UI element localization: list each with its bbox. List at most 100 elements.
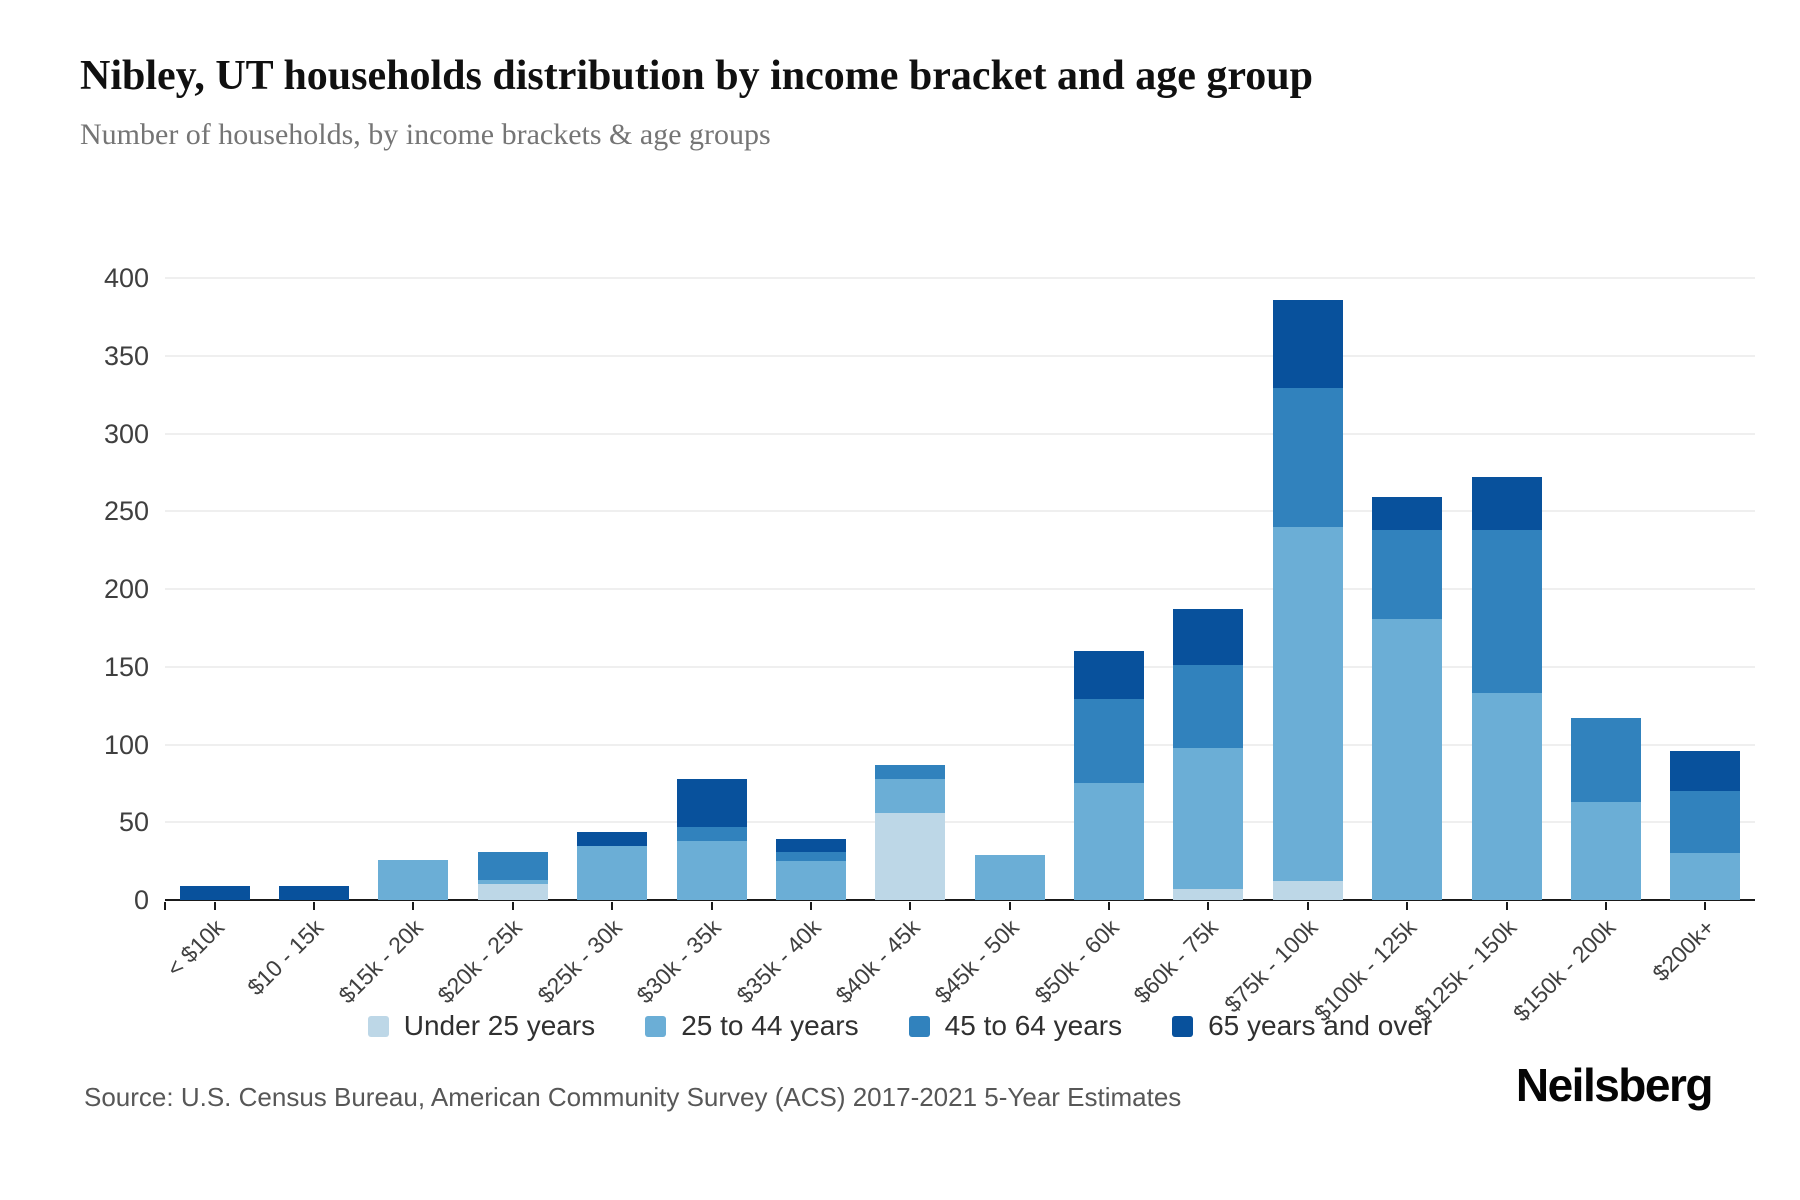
- bar-$10 - 15k[interactable]: [279, 886, 350, 900]
- bar-slot: [1457, 278, 1556, 900]
- y-gridline-400: [165, 277, 1755, 279]
- legend-item-45 to 64 years[interactable]: 45 to 64 years: [908, 1010, 1123, 1042]
- bar-$20k - 25k[interactable]: [477, 851, 548, 900]
- bar-segment-25 to 44 years[interactable]: [875, 778, 946, 813]
- bar-segment-45 to 64 years[interactable]: [1074, 699, 1145, 784]
- bar-slot: [1258, 278, 1357, 900]
- bar-segment-25 to 44 years[interactable]: [775, 861, 846, 900]
- x-axis-tick: [1505, 902, 1508, 910]
- bar-< $10k[interactable]: [179, 886, 250, 900]
- bar-$100k - 125k[interactable]: [1372, 497, 1443, 900]
- bar-slot: [165, 278, 264, 900]
- x-axis-tick: [710, 902, 713, 910]
- bar-slot: [1059, 278, 1158, 900]
- bar-slot: [861, 278, 960, 900]
- bar-segment-45 to 64 years[interactable]: [775, 851, 846, 862]
- bar-segment-65 years and over[interactable]: [1372, 497, 1443, 530]
- x-axis-tick: [809, 902, 812, 910]
- y-gridline-250: [165, 510, 1755, 513]
- bar-segment-25 to 44 years[interactable]: [1471, 693, 1542, 900]
- x-axis-label-$60k - 75k: $60k - 75k: [1128, 914, 1223, 1009]
- bar-segment-65 years and over[interactable]: [179, 886, 250, 900]
- legend-swatch: [645, 1015, 667, 1037]
- x-axis-tick: [1406, 902, 1409, 910]
- bar-slot: [960, 278, 1059, 900]
- x-axis-label-$45k - 50k: $45k - 50k: [929, 914, 1025, 1009]
- bar-segment-45 to 64 years[interactable]: [1372, 529, 1443, 619]
- x-axis-tick: [213, 902, 216, 910]
- bar-$50k - 60k[interactable]: [1074, 651, 1145, 900]
- x-axis-label-$200k+: $200k+: [1647, 914, 1720, 987]
- bar-segment-65 years and over[interactable]: [1074, 651, 1145, 700]
- bar-segment-45 to 64 years[interactable]: [1471, 529, 1542, 694]
- bar-$40k - 45k[interactable]: [875, 764, 946, 900]
- x-axis-tick: [1604, 902, 1607, 910]
- bar-segment-45 to 64 years[interactable]: [477, 851, 548, 880]
- legend-item-Under 25 years[interactable]: Under 25 years: [367, 1010, 595, 1042]
- bar-$15k - 20k[interactable]: [378, 859, 449, 900]
- y-axis-label-200: 200: [103, 574, 149, 604]
- bar-segment-25 to 44 years[interactable]: [1272, 526, 1343, 882]
- y-axis-label-100: 100: [103, 729, 149, 760]
- bar-segment-25 to 44 years[interactable]: [1570, 802, 1641, 900]
- y-gridline-200: [165, 588, 1755, 590]
- y-axis-label-250: 250: [103, 496, 149, 527]
- bar-segment-25 to 44 years[interactable]: [974, 854, 1045, 900]
- bar-segment-65 years and over[interactable]: [577, 831, 648, 846]
- bar-segment-25 to 44 years[interactable]: [577, 845, 648, 900]
- y-axis-label-50: 50: [118, 807, 149, 838]
- bar-$45k - 50k[interactable]: [974, 854, 1045, 900]
- x-axis-label-$25k - 30k: $25k - 30k: [532, 914, 627, 1009]
- bar-segment-65 years and over[interactable]: [676, 778, 747, 827]
- x-axis-label-$10 - 15k: $10 - 15k: [242, 914, 329, 1001]
- chart-title: Nibley, UT households distribution by in…: [80, 53, 1314, 99]
- bar-segment-45 to 64 years[interactable]: [1173, 665, 1244, 748]
- bar-segment-Under 25 years[interactable]: [875, 812, 946, 900]
- legend-label: 25 to 44 years: [681, 1010, 859, 1041]
- bar-segment-65 years and over[interactable]: [1272, 299, 1343, 389]
- x-axis-tick: [1704, 902, 1707, 910]
- bar-segment-25 to 44 years[interactable]: [378, 859, 449, 900]
- x-axis-tick: [412, 902, 415, 910]
- bar-segment-45 to 64 years[interactable]: [1272, 388, 1343, 527]
- bar-slot: [1159, 278, 1258, 900]
- bar-segment-Under 25 years[interactable]: [477, 884, 548, 900]
- y-gridline-50: [165, 821, 1755, 824]
- bar-segment-25 to 44 years[interactable]: [1173, 747, 1244, 890]
- y-gridline-100: [165, 743, 1755, 746]
- legend-item-25 to 44 years[interactable]: 25 to 44 years: [645, 1010, 859, 1042]
- bar-segment-45 to 64 years[interactable]: [875, 764, 946, 779]
- legend-label: 65 years and over: [1208, 1010, 1433, 1041]
- bar-$30k - 35k[interactable]: [676, 778, 747, 900]
- bar-segment-Under 25 years[interactable]: [1272, 881, 1343, 900]
- neilsberg-logo: Neilsberg: [1515, 1059, 1714, 1111]
- legend-label: 45 to 64 years: [944, 1010, 1123, 1041]
- bar-segment-25 to 44 years[interactable]: [1670, 853, 1741, 900]
- bar-$200k+[interactable]: [1670, 750, 1741, 900]
- bar-segment-65 years and over[interactable]: [1471, 477, 1542, 530]
- bar-segment-65 years and over[interactable]: [1670, 750, 1741, 792]
- bar-segment-45 to 64 years[interactable]: [1670, 791, 1741, 854]
- bar-segment-45 to 64 years[interactable]: [1570, 718, 1641, 803]
- bar-$60k - 75k[interactable]: [1173, 609, 1244, 900]
- bar-segment-25 to 44 years[interactable]: [676, 840, 747, 900]
- bar-segment-45 to 64 years[interactable]: [676, 826, 747, 841]
- y-axis-label-0: 0: [133, 885, 149, 915]
- bar-segment-65 years and over[interactable]: [1173, 609, 1244, 666]
- x-axis-label-$75k - 100k: $75k - 100k: [1218, 914, 1323, 1018]
- bar-$25k - 30k[interactable]: [577, 831, 648, 900]
- x-axis-label-$50k - 60k: $50k - 60k: [1029, 914, 1124, 1009]
- bar-slot: [264, 278, 363, 900]
- bar-$150k - 200k[interactable]: [1570, 718, 1641, 900]
- bar-$125k - 150k[interactable]: [1471, 477, 1542, 900]
- bar-$35k - 40k[interactable]: [775, 839, 846, 900]
- bar-segment-65 years and over[interactable]: [279, 886, 350, 900]
- bar-segment-25 to 44 years[interactable]: [477, 879, 548, 885]
- bar-$75k - 100k[interactable]: [1272, 299, 1343, 900]
- legend-item-65 years and over[interactable]: 65 years and over: [1172, 1010, 1432, 1042]
- bar-segment-25 to 44 years[interactable]: [1372, 618, 1443, 900]
- bar-segment-Under 25 years[interactable]: [1173, 889, 1244, 900]
- bar-segment-25 to 44 years[interactable]: [1074, 783, 1145, 900]
- bar-slot: [1656, 278, 1755, 900]
- bar-segment-65 years and over[interactable]: [775, 839, 846, 852]
